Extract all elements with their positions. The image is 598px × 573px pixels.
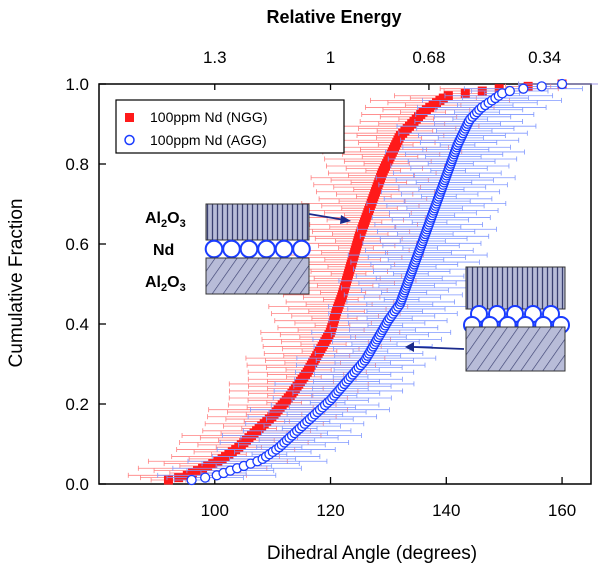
x-tick-label: 100 bbox=[201, 501, 229, 520]
inset-bottom-layer bbox=[205, 257, 310, 295]
y-tick-label: 0.8 bbox=[65, 155, 89, 174]
x-tick-label: 140 bbox=[432, 501, 460, 520]
data-point bbox=[187, 468, 197, 478]
inset-label-top-sub: 2 bbox=[161, 218, 167, 230]
inset-arrowhead-agg bbox=[405, 342, 414, 352]
y-tick-label: 1.0 bbox=[65, 75, 89, 94]
inset-label-top: Al2O3 bbox=[145, 210, 186, 230]
inset-arrow-agg bbox=[412, 346, 465, 350]
top-tick-label: 1 bbox=[326, 48, 335, 67]
inset-label-top-b: O bbox=[167, 210, 179, 227]
data-point bbox=[556, 78, 568, 90]
series-agg bbox=[157, 78, 598, 486]
inset-top-layer bbox=[205, 203, 310, 241]
nd-atom bbox=[239, 239, 259, 259]
nd-atom bbox=[222, 239, 241, 259]
inset-label-bottom-sub: 2 bbox=[161, 282, 167, 294]
inset-structure-agg bbox=[405, 266, 570, 372]
inset-label-top-a: Al bbox=[145, 210, 161, 227]
series-layer bbox=[127, 78, 598, 486]
legend-marker-ngg bbox=[125, 113, 134, 122]
y-tick-label: 0.6 bbox=[65, 235, 89, 254]
inset-arrow-ngg bbox=[308, 213, 346, 221]
data-point bbox=[504, 85, 515, 97]
data-point bbox=[460, 88, 470, 98]
inset-label-bottom-b: O bbox=[167, 274, 179, 291]
inset-structure-ngg: Al2O3 Nd Al2O3 bbox=[145, 203, 351, 295]
y-axis-title: Cumulative Fraction bbox=[6, 199, 27, 368]
legend: 100ppm Nd (NGG) 100ppm Nd (AGG) bbox=[115, 99, 345, 154]
x-axis-ticks: 100 120 140 160 bbox=[201, 477, 576, 520]
inset-label-top-sub2: 3 bbox=[180, 218, 186, 230]
x-tick-label: 160 bbox=[548, 501, 576, 520]
inset-label-bottom-sub2: 3 bbox=[180, 282, 186, 294]
data-point bbox=[203, 461, 213, 471]
legend-label-agg: 100ppm Nd (AGG) bbox=[150, 132, 267, 148]
plot-area bbox=[98, 83, 592, 485]
nd-atom bbox=[204, 239, 224, 259]
inset-label-bottom-a: Al bbox=[145, 274, 161, 291]
data-point bbox=[163, 475, 173, 485]
top-tick-label: 0.34 bbox=[528, 48, 561, 67]
y-tick-label: 0.4 bbox=[65, 315, 89, 334]
inset-label-bottom: Al2O3 bbox=[145, 274, 186, 294]
data-point bbox=[438, 93, 448, 103]
top-tick-label: 1.3 bbox=[203, 48, 227, 67]
x-tick-label: 120 bbox=[316, 501, 344, 520]
nd-atom bbox=[292, 239, 311, 259]
data-point bbox=[518, 83, 529, 94]
inset-right-top-layer bbox=[465, 266, 566, 310]
y-tick-label: 0.2 bbox=[65, 395, 89, 414]
top-axis-ticks: 1.3 1 0.68 0.34 bbox=[203, 48, 561, 90]
data-point bbox=[536, 81, 547, 92]
top-tick-label: 0.68 bbox=[412, 48, 445, 67]
inset-arrowhead-ngg bbox=[340, 215, 351, 224]
legend-box bbox=[115, 99, 345, 154]
y-axis-ticks: 0.0 0.2 0.4 0.6 0.8 1.0 bbox=[65, 75, 106, 494]
inset-nd-atoms bbox=[204, 239, 311, 259]
legend-label-ngg: 100ppm Nd (NGG) bbox=[150, 109, 267, 125]
nd-atom bbox=[274, 239, 294, 259]
inset-right-bottom-layer bbox=[465, 326, 566, 372]
inset-label-middle: Nd bbox=[153, 242, 174, 259]
y-tick-label: 0.0 bbox=[65, 475, 89, 494]
top-axis-title: Relative Energy bbox=[266, 7, 401, 27]
legend-marker-agg bbox=[124, 134, 135, 146]
data-point bbox=[200, 472, 211, 483]
data-point bbox=[186, 474, 197, 486]
x-axis-title: Dihedral Angle (degrees) bbox=[267, 543, 477, 564]
nd-atom bbox=[257, 239, 276, 259]
